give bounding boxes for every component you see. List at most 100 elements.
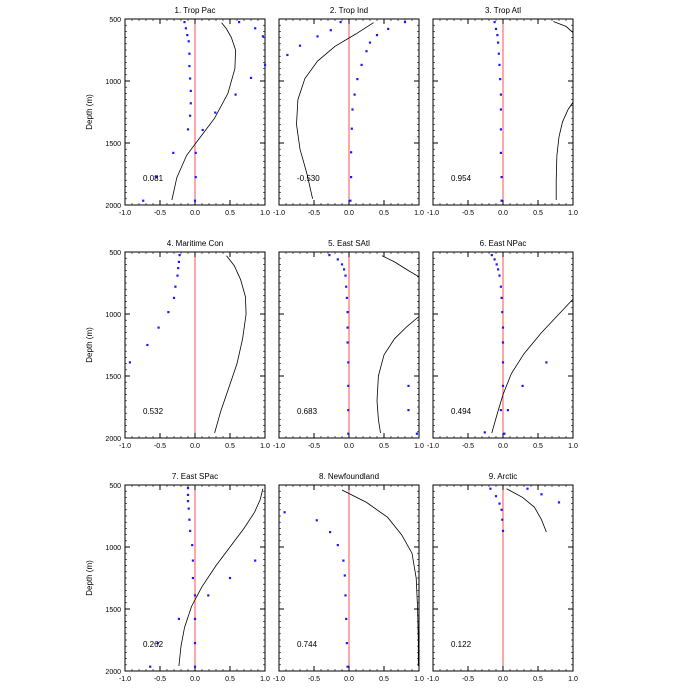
- data-point: [167, 311, 170, 314]
- x-tick-label: -1.0: [427, 210, 439, 217]
- data-point: [174, 285, 177, 288]
- panel-2: 2. Trop Ind -1.0 -0.5 0.0 0.5 1.0 -0.530: [273, 6, 424, 217]
- data-point: [347, 361, 350, 364]
- data-point: [191, 576, 194, 580]
- data-point: [540, 493, 543, 496]
- x-tick-label: -1.0: [119, 210, 131, 217]
- data-point: [503, 432, 506, 435]
- panel-title: 2. Trop Ind: [330, 6, 368, 15]
- data-point: [407, 409, 410, 412]
- x-tick-label: -0.5: [154, 676, 166, 683]
- y-axis-label: Depth (m): [85, 94, 94, 130]
- x-tick-label: -1.0: [273, 210, 285, 217]
- data-point: [493, 258, 496, 261]
- y-tick-label: 2000: [105, 669, 121, 676]
- data-point: [254, 27, 257, 30]
- data-point: [261, 35, 264, 38]
- correlation-label: 0.532: [143, 407, 164, 416]
- panel-4: 4. Maritime Con 500 1000 1500 2000-1.0 -0.5 0.…: [85, 239, 270, 450]
- panel-3: 3. Trop Atl -1.0 -0.5 0.0 0.5 1.0 0.954: [427, 6, 578, 217]
- data-point: [344, 594, 347, 597]
- panel-title: 8. Newfoundland: [319, 472, 379, 481]
- x-tick-label: 1.0: [414, 210, 424, 217]
- data-point: [345, 642, 348, 645]
- x-tick-label: 1.0: [414, 676, 424, 683]
- data-point: [214, 111, 217, 114]
- data-point: [375, 34, 379, 37]
- x-tick-label: -0.5: [308, 676, 320, 683]
- data-point: [283, 511, 286, 514]
- data-point: [176, 274, 179, 277]
- data-point: [345, 617, 348, 620]
- data-point: [387, 27, 390, 30]
- data-point: [497, 268, 500, 271]
- data-point: [177, 617, 180, 620]
- panel-1: 1. Trop Pac 500 1000 1500 2000-1.0 -0.5 0.0 0.5…: [85, 6, 270, 217]
- data-point: [191, 559, 194, 562]
- x-tick-label: 0.5: [225, 443, 235, 450]
- correlation-label: 0.122: [451, 640, 472, 649]
- data-point: [350, 127, 353, 130]
- correlation-label: 0.744: [297, 640, 318, 649]
- data-point: [493, 21, 496, 24]
- data-point: [545, 361, 548, 364]
- panel-8: 8. Newfoundland -1.0 -0.5 0.0 0.5 1.0 0.744: [273, 472, 424, 683]
- data-point: [178, 254, 181, 257]
- data-point: [186, 493, 190, 496]
- data-point: [344, 274, 347, 277]
- y-axis-label: Depth (m): [85, 560, 94, 596]
- data-point: [186, 487, 190, 490]
- data-point: [193, 642, 197, 645]
- correlation-label: 0.683: [297, 407, 318, 416]
- data-point: [187, 507, 190, 510]
- data-point: [336, 544, 339, 547]
- y-tick-label: 1000: [105, 312, 121, 319]
- data-point: [526, 487, 529, 490]
- data-point: [356, 78, 359, 81]
- x-tick-label: 0.5: [533, 676, 543, 683]
- correlation-label: 0.081: [143, 174, 164, 183]
- data-point: [194, 176, 197, 179]
- data-point: [500, 199, 503, 202]
- data-point: [189, 102, 192, 105]
- correlation-label: 0.494: [451, 407, 472, 416]
- x-tick-label: -0.5: [462, 443, 474, 450]
- data-point: [254, 559, 257, 562]
- data-point: [407, 384, 410, 387]
- data-point: [157, 326, 160, 329]
- x-tick-label: -0.5: [154, 210, 166, 217]
- data-point: [500, 296, 503, 299]
- x-tick-label: 0.0: [190, 443, 200, 450]
- data-point: [172, 151, 175, 154]
- data-point: [194, 151, 197, 154]
- x-tick-label: 0.5: [379, 676, 389, 683]
- data-point: [501, 361, 505, 364]
- data-point: [146, 343, 149, 347]
- data-point: [183, 21, 186, 24]
- data-point: [189, 77, 192, 80]
- data-point: [188, 52, 191, 55]
- y-axis-label: Depth (m): [85, 327, 94, 363]
- data-point: [187, 40, 190, 43]
- data-point: [501, 529, 505, 532]
- x-tick-label: -1.0: [427, 676, 439, 683]
- data-point: [329, 29, 332, 32]
- profile-line: [214, 255, 247, 434]
- x-tick-label: -1.0: [119, 443, 131, 450]
- data-point: [501, 341, 505, 344]
- x-tick-label: 0.5: [379, 443, 389, 450]
- panel-title: 6. East NPac: [480, 239, 527, 248]
- panel-title: 1. Trop Pac: [175, 6, 216, 15]
- data-point: [501, 384, 505, 387]
- x-tick-label: -0.5: [154, 443, 166, 450]
- data-point: [286, 53, 289, 57]
- data-point: [149, 665, 152, 668]
- data-point: [351, 108, 354, 111]
- x-tick-label: 0.5: [225, 676, 235, 683]
- data-point: [500, 176, 503, 179]
- data-point: [521, 384, 524, 387]
- data-point: [501, 518, 504, 521]
- data-point: [128, 361, 131, 364]
- y-tick-label: 1500: [105, 374, 121, 381]
- panel-title: 4. Maritime Con: [167, 239, 223, 248]
